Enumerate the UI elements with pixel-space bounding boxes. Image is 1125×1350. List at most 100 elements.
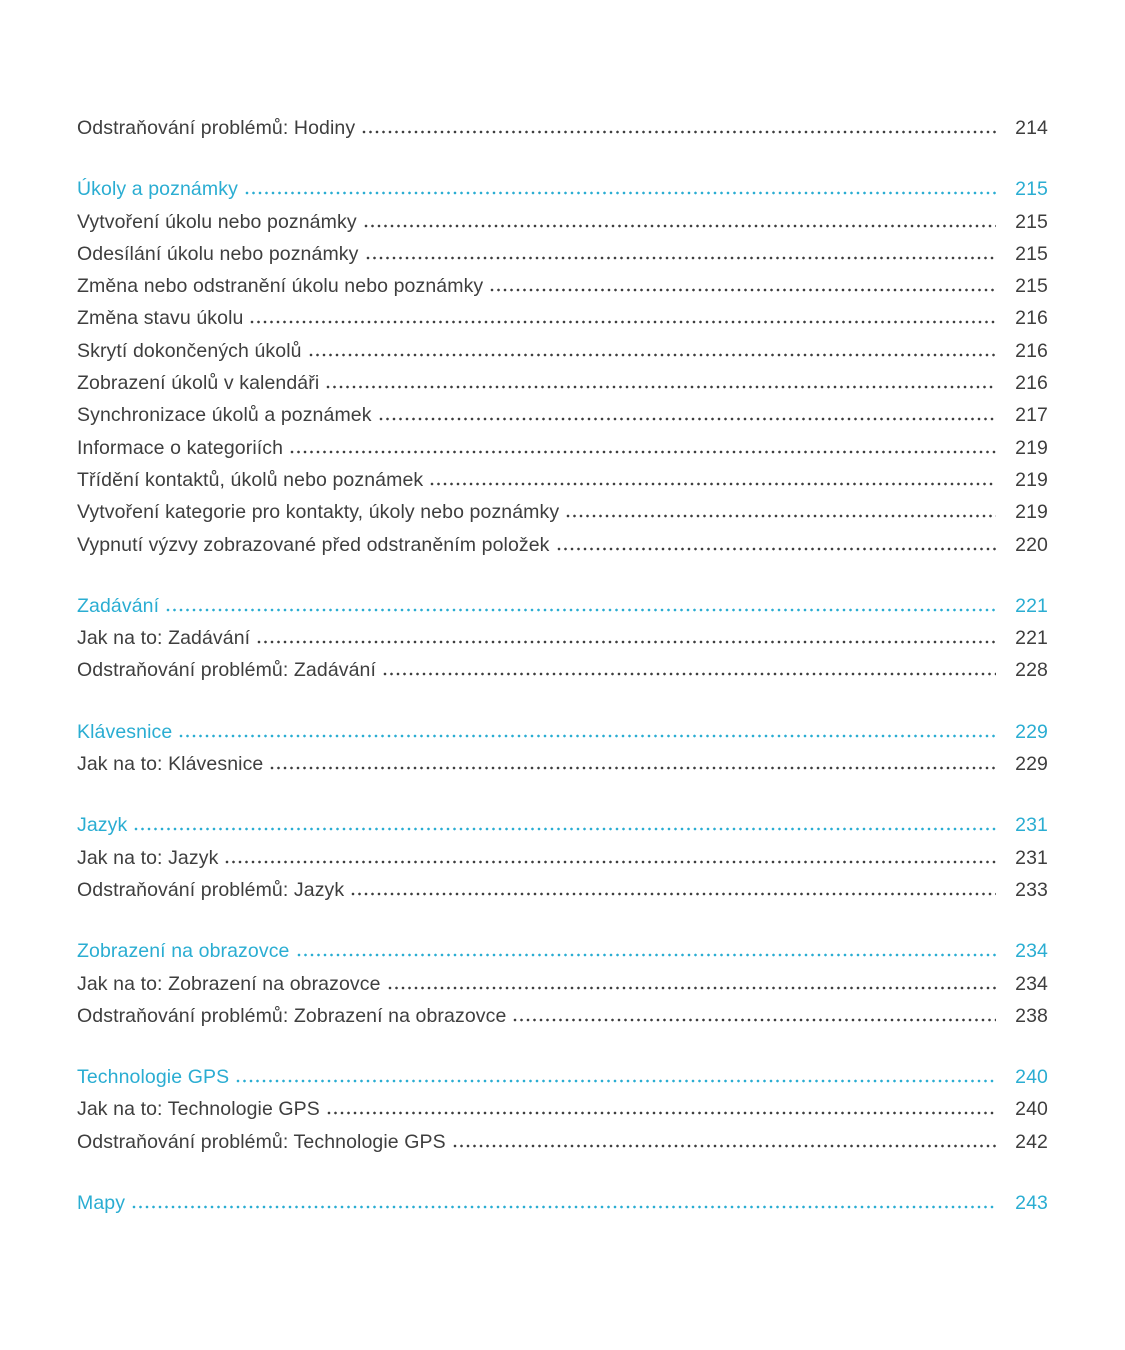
toc-entry-page: 215	[1015, 178, 1048, 201]
toc-entry-page: 216	[1015, 339, 1048, 362]
toc-entry-title: Změna stavu úkolu	[77, 307, 244, 330]
toc-section-heading[interactable]: Úkoly a poznámky 215	[77, 173, 1048, 205]
dotted-leader	[270, 766, 996, 771]
toc-entry-page: 216	[1015, 307, 1048, 330]
dotted-leader	[179, 733, 996, 738]
toc-entry-page: 215	[1015, 210, 1048, 233]
dotted-leader	[383, 672, 996, 677]
toc-entry[interactable]: Jak na to: Zobrazení na obrazovce 234	[77, 968, 1048, 1000]
toc-section-heading[interactable]: Mapy 243	[77, 1187, 1048, 1219]
dotted-leader	[362, 130, 996, 134]
toc-entry[interactable]: Jak na to: Klávesnice 229	[77, 748, 1048, 780]
toc-section-heading[interactable]: Klávesnice 229	[77, 716, 1048, 748]
toc-group: Zadávání 221 Jak na to: Zadávání 221 Ods…	[77, 590, 1048, 687]
toc-entry[interactable]: Jak na to: Jazyk 231	[77, 842, 1048, 874]
dotted-leader	[351, 891, 996, 896]
dotted-leader	[365, 255, 996, 260]
toc-entry[interactable]: Zobrazení úkolů v kalendáři 216	[77, 367, 1048, 399]
toc-entry-page: 219	[1015, 501, 1048, 524]
toc-entry-page: 234	[1015, 940, 1048, 963]
toc-section-heading[interactable]: Zobrazení na obrazovce 234	[77, 935, 1048, 967]
toc-entry[interactable]: Vytvoření kategorie pro kontakty, úkoly …	[77, 496, 1048, 528]
toc-entry-page: 215	[1015, 275, 1048, 298]
toc-entry-title: Skrytí dokončených úkolů	[77, 339, 302, 362]
toc-entry-title: Mapy	[77, 1192, 126, 1215]
toc-entry-page: 228	[1015, 659, 1048, 682]
toc-section-heading[interactable]: Jazyk 231	[77, 809, 1048, 841]
toc-entry-title: Jazyk	[77, 814, 128, 837]
toc-entry-title: Změna nebo odstranění úkolu nebo poznámk…	[77, 275, 484, 298]
dotted-leader	[326, 1111, 996, 1116]
toc-entry-page: 240	[1015, 1066, 1048, 1089]
dotted-leader	[378, 417, 996, 422]
toc-entry-title: Synchronizace úkolů a poznámek	[77, 404, 372, 427]
toc-entry-page: 229	[1015, 753, 1048, 776]
toc-group: Technologie GPS 240 Jak na to: Technolog…	[77, 1061, 1048, 1158]
toc-entry-title: Jak na to: Klávesnice	[77, 753, 264, 776]
toc-entry[interactable]: Odstraňování problémů: Technologie GPS 2…	[77, 1126, 1048, 1158]
toc-entry-title: Jak na to: Zobrazení na obrazovce	[77, 972, 381, 995]
toc-entry-title: Zadávání	[77, 594, 160, 617]
toc-entry[interactable]: Vypnutí výzvy zobrazované před odstraněn…	[77, 529, 1048, 561]
toc-entry-page: 214	[1015, 117, 1048, 139]
toc-entry-title: Jak na to: Zadávání	[77, 627, 251, 650]
toc-section-heading[interactable]: Zadávání 221	[77, 590, 1048, 622]
toc-entry[interactable]: Změna stavu úkolu 216	[77, 302, 1048, 334]
toc-entry[interactable]: Odstraňování problémů: Jazyk 233	[77, 874, 1048, 906]
toc-entry-title: Technologie GPS	[77, 1066, 230, 1089]
dotted-leader	[225, 859, 996, 864]
toc-entry-page: 219	[1015, 436, 1048, 459]
table-of-contents: Odstraňování problémů: Hodiny 214 Úkoly …	[77, 112, 1048, 1219]
toc-entry-title: Odesílání úkolu nebo poznámky	[77, 242, 359, 265]
toc-entry-page: 242	[1015, 1130, 1048, 1153]
dotted-leader	[556, 546, 996, 551]
toc-group: Úkoly a poznámky 215 Vytvoření úkolu neb…	[77, 173, 1048, 561]
toc-entry-page: 229	[1015, 720, 1048, 743]
toc-entry[interactable]: Vytvoření úkolu nebo poznámky 215	[77, 206, 1048, 238]
dotted-leader	[134, 827, 996, 832]
toc-section-heading[interactable]: Technologie GPS 240	[77, 1061, 1048, 1093]
toc-entry-title: Odstraňování problémů: Zobrazení na obra…	[77, 1004, 507, 1027]
toc-entry-title: Vypnutí výzvy zobrazované před odstraněn…	[77, 533, 550, 556]
toc-entry-title: Klávesnice	[77, 720, 173, 743]
toc-entry-page: 216	[1015, 372, 1048, 395]
toc-entry-title: Úkoly a poznámky	[77, 178, 238, 201]
toc-entry[interactable]: Třídění kontaktů, úkolů nebo poznámek 21…	[77, 464, 1048, 496]
dotted-leader	[513, 1017, 996, 1022]
toc-entry[interactable]: Jak na to: Zadávání 221	[77, 622, 1048, 654]
toc-entry-title: Informace o kategoriích	[77, 436, 284, 459]
toc-entry[interactable]: Odstraňování problémů: Zobrazení na obra…	[77, 1000, 1048, 1032]
toc-entry-title: Odstraňování problémů: Jazyk	[77, 878, 345, 901]
dotted-leader	[430, 481, 996, 486]
toc-entry-page: 220	[1015, 533, 1048, 556]
toc-entry-title: Třídění kontaktů, úkolů nebo poznámek	[77, 468, 424, 491]
toc-entry[interactable]: Skrytí dokončených úkolů 216	[77, 335, 1048, 367]
toc-entry[interactable]: Odstraňování problémů: Zadávání 228	[77, 654, 1048, 686]
toc-entry-title: Jak na to: Jazyk	[77, 846, 219, 869]
toc-entry[interactable]: Odesílání úkolu nebo poznámky 215	[77, 238, 1048, 270]
dotted-leader	[326, 385, 996, 390]
dotted-leader	[308, 352, 996, 357]
dotted-leader	[452, 1143, 996, 1148]
toc-group: Odstraňování problémů: Hodiny 214	[77, 112, 1048, 144]
dotted-leader	[387, 985, 996, 990]
toc-entry[interactable]: Synchronizace úkolů a poznámek 217	[77, 399, 1048, 431]
toc-entry-page: 238	[1015, 1004, 1048, 1027]
toc-entry[interactable]: Informace o kategoriích 219	[77, 432, 1048, 464]
dotted-leader	[257, 640, 996, 645]
toc-entry[interactable]: Odstraňování problémů: Hodiny 214	[77, 112, 1048, 144]
toc-entry[interactable]: Jak na to: Technologie GPS 240	[77, 1093, 1048, 1125]
dotted-leader	[244, 191, 996, 196]
toc-entry-title: Odstraňování problémů: Technologie GPS	[77, 1130, 446, 1153]
dotted-leader	[490, 288, 996, 293]
toc-entry[interactable]: Změna nebo odstranění úkolu nebo poznámk…	[77, 270, 1048, 302]
toc-entry-page: 219	[1015, 468, 1048, 491]
dotted-leader	[236, 1079, 996, 1084]
toc-entry-page: 231	[1015, 846, 1048, 869]
toc-entry-page: 215	[1015, 242, 1048, 265]
toc-entry-title: Odstraňování problémů: Hodiny	[77, 117, 356, 139]
toc-entry-page: 233	[1015, 878, 1048, 901]
toc-group: Jazyk 231 Jak na to: Jazyk 231 Odstraňov…	[77, 809, 1048, 906]
toc-entry-title: Vytvoření úkolu nebo poznámky	[77, 210, 357, 233]
